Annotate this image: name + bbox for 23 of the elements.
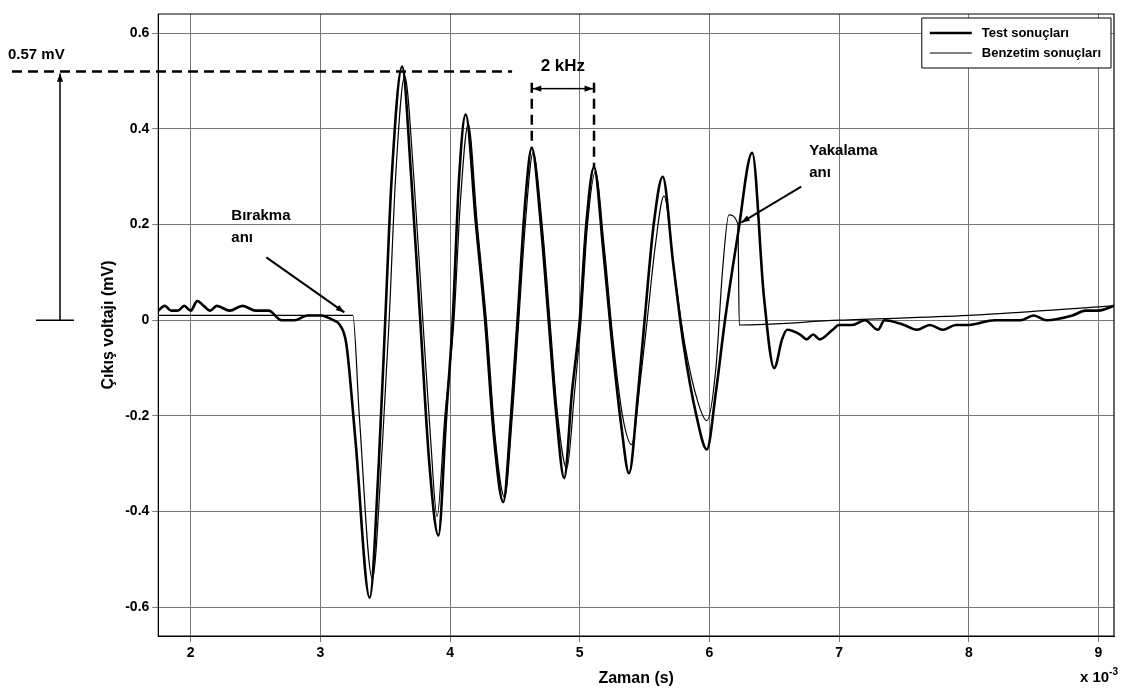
x-tick-label: 4 xyxy=(446,644,455,661)
legend-label: Benzetim sonuçları xyxy=(981,44,1102,60)
annotation: Bırakma anı xyxy=(231,206,292,246)
x-tick-label: 5 xyxy=(575,644,584,661)
y-tick-label: -0.6 xyxy=(125,598,150,615)
y-tick-label: 0.6 xyxy=(129,24,150,40)
x-tick-label: 2 xyxy=(186,644,195,661)
x-axis-title: Zaman (s) xyxy=(598,668,674,686)
y-tick-label: 0 xyxy=(141,311,150,328)
x-tick-label: 3 xyxy=(316,644,325,661)
x-tick-label: 7 xyxy=(835,644,844,661)
annotation: Yakalama anı xyxy=(809,140,879,180)
y-tick-label: 0.2 xyxy=(129,215,150,232)
legend-label: Test sonuçları xyxy=(981,24,1069,40)
ref-line-label: 0.57 mV xyxy=(8,45,65,63)
x-tick-label: 9 xyxy=(1094,644,1103,661)
y-tick-label: -0.2 xyxy=(125,406,150,423)
y-tick-label: -0.4 xyxy=(125,502,150,519)
y-axis-title: Çıkış voltajı (mV) xyxy=(99,260,117,390)
y-tick-label: 0.4 xyxy=(129,119,150,136)
annotation: 2 kHz xyxy=(540,55,586,75)
x-tick-label: 6 xyxy=(705,644,714,661)
x-tick-label: 8 xyxy=(964,644,973,661)
